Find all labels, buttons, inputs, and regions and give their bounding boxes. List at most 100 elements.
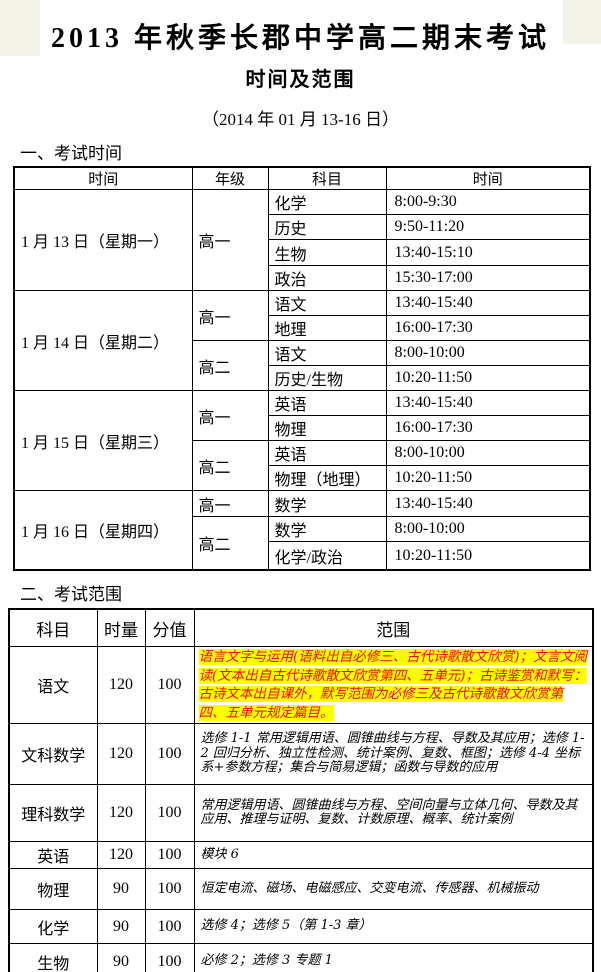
subject-cell: 政治 [267, 265, 387, 291]
table-row: 1 月 14 日（星期二） 高一 语文 13:40-15:40 [13, 290, 591, 391]
scope-subject-cell: 生物 [8, 943, 98, 972]
header-subject-cell: 科目 [8, 608, 98, 647]
table-row: 1 月 16 日（星期四） 高一 数学 13:40-15:40 [13, 490, 591, 571]
table-header-row: 科目 时量 分值 范围 [8, 608, 594, 647]
table-header-row: 时间 年级 科目 时间 [13, 166, 591, 190]
scope-subject-cell: 语文 [8, 646, 98, 724]
table-row: 高二 英语 8:00-10:00 [14, 440, 591, 491]
time-cell: 16:00-17:30 [385, 415, 591, 441]
time-cell: 8:00-10:00 [385, 516, 591, 542]
scan-artifact-top-right [563, 0, 601, 44]
subject-cell: 英语 [267, 440, 387, 466]
time-cell: 13:40-15:40 [385, 290, 591, 316]
score-cell: 100 [144, 646, 195, 724]
scope-range-cell: 必修 2；选修 3 专题 1 [193, 943, 594, 972]
scope-subject-cell: 理科数学 [8, 784, 98, 842]
duration-cell: 90 [96, 909, 146, 944]
page-title: 2013 年秋季长郡中学高二期末考试 [50, 23, 550, 54]
exam-time-table: 时间 年级 科目 时间 1 月 13 日（星期一） 高一 化学 8:00-9:3… [13, 166, 591, 571]
table-row: 政治 15:30-17:00 [14, 265, 591, 291]
scope-range-cell: 选修 1-1 常用逻辑用语、圆锥曲线与方程、导数及其应用；选修 1-2 回归分析… [193, 723, 594, 785]
table-row: 生物 90 100 必修 2；选修 3 专题 1 [8, 943, 594, 972]
subject-cell: 数学 [267, 516, 387, 542]
time-cell: 10:20-11:50 [385, 541, 591, 571]
table-row: 1 月 15 日（星期三） 高一 英语 13:40-15:40 [13, 390, 591, 491]
table-row: 地理 16:00-17:30 [14, 315, 591, 341]
scope-range-cell: 模块 6 [193, 841, 594, 869]
grade-cell: 高二 [191, 440, 269, 491]
subject-cell: 英语 [267, 390, 387, 416]
score-cell: 100 [144, 909, 195, 944]
subject-cell: 语文 [267, 340, 387, 366]
table-row: 物理 16:00-17:30 [14, 415, 591, 441]
table-row: 文科数学 120 100 选修 1-1 常用逻辑用语、圆锥曲线与方程、导数及其应… [8, 723, 594, 785]
duration-cell: 120 [96, 723, 146, 785]
time-cell: 8:00-10:00 [385, 440, 591, 466]
subject-cell: 语文 [267, 290, 387, 316]
scope-subject-cell: 化学 [8, 909, 98, 944]
score-cell: 100 [144, 723, 195, 785]
time-cell: 10:20-11:50 [385, 365, 591, 391]
header-score-cell: 分值 [144, 608, 195, 647]
subject-cell: 化学/政治 [267, 541, 387, 571]
table-row: 高二 数学 8:00-10:00 [14, 516, 591, 571]
time-cell: 16:00-17:30 [385, 315, 591, 341]
subject-cell: 物理 [267, 415, 387, 441]
header-subject-cell: 科目 [267, 166, 387, 190]
grade-cell: 高一 [191, 490, 269, 517]
duration-cell: 120 [96, 841, 146, 869]
grade-cell: 高二 [191, 340, 269, 391]
table-row: 物理（地理） 10:20-11:50 [14, 465, 591, 491]
grade-cell: 高一 [191, 290, 269, 341]
highlighted-range-text: 语言文字与运用(语料出自必修三、古代诗歌散文欣赏)；文言文阅读(文本出自古代诗歌… [198, 649, 588, 721]
table-row: 化学 90 100 选修 4；选修 5（第 1-3 章） [8, 909, 594, 944]
time-cell: 15:30-17:00 [385, 265, 591, 291]
time-cell: 8:00-10:00 [385, 340, 591, 366]
duration-cell: 120 [96, 646, 146, 724]
grade-cell: 高一 [191, 390, 269, 441]
subject-cell: 历史 [267, 214, 387, 240]
page-subtitle: 时间及范围 [245, 69, 356, 91]
section-heading-exam-scope: 二、考试范围 [20, 585, 122, 604]
duration-cell: 120 [96, 784, 146, 842]
duration-cell: 90 [96, 943, 146, 972]
scope-subject-cell: 英语 [8, 841, 98, 869]
header-duration-cell: 时量 [96, 608, 146, 647]
scope-range-cell: 常用逻辑用语、圆锥曲线与方程、空间向量与立体几何、导数及其应用、推理与证明、复数… [193, 784, 594, 842]
date-cell: 1 月 16 日（星期四） [13, 490, 193, 571]
scope-range-cell: 恒定电流、磁场、电磁感应、交变电流、传感器、机械振动 [193, 868, 594, 910]
exam-scope-table: 科目 时量 分值 范围 语文 120 100 语言文字与运用(语料出自必修三、古… [8, 608, 594, 972]
table-row: 1 月 13 日（星期一） 高一 化学 8:00-9:30 [13, 189, 591, 291]
time-cell: 13:40-15:10 [385, 239, 591, 266]
table-row: 化学/政治 10:20-11:50 [14, 541, 591, 571]
score-cell: 100 [144, 868, 195, 910]
subject-cell: 历史/生物 [267, 365, 387, 391]
header-time2-cell: 时间 [385, 166, 591, 190]
grade-cell: 高二 [191, 516, 269, 571]
table-row: 历史/生物 10:20-11:50 [14, 365, 591, 391]
date-cell: 1 月 14 日（星期二） [13, 290, 193, 391]
scope-range-cell: 语言文字与运用(语料出自必修三、古代诗歌散文欣赏)；文言文阅读(文本出自古代诗歌… [193, 646, 594, 724]
date-cell: 1 月 13 日（星期一） [13, 189, 193, 291]
table-row: 高二 语文 8:00-10:00 [14, 340, 591, 391]
subject-cell: 生物 [267, 239, 387, 266]
duration-cell: 90 [96, 868, 146, 910]
subject-cell: 数学 [267, 490, 387, 517]
table-row: 语文 120 100 语言文字与运用(语料出自必修三、古代诗歌散文欣赏)；文言文… [8, 646, 594, 724]
grade-cell: 高一 [191, 189, 269, 291]
date-cell: 1 月 15 日（星期三） [13, 390, 193, 491]
scan-artifact-top-left [0, 0, 40, 56]
section-heading-exam-time: 一、考试时间 [20, 144, 122, 163]
time-cell: 10:20-11:50 [385, 465, 591, 491]
table-row: 物理 90 100 恒定电流、磁场、电磁感应、交变电流、传感器、机械振动 [8, 868, 594, 910]
scope-range-cell: 选修 4；选修 5（第 1-3 章） [193, 909, 594, 944]
time-cell: 9:50-11:20 [385, 214, 591, 240]
time-cell: 13:40-15:40 [385, 390, 591, 416]
score-cell: 100 [144, 784, 195, 842]
scope-subject-cell: 物理 [8, 868, 98, 910]
page-date-range: （2014 年 01 月 13-16 日） [202, 110, 399, 129]
score-cell: 100 [144, 841, 195, 869]
time-cell: 8:00-9:30 [385, 189, 591, 215]
subject-cell: 物理（地理） [267, 465, 387, 491]
